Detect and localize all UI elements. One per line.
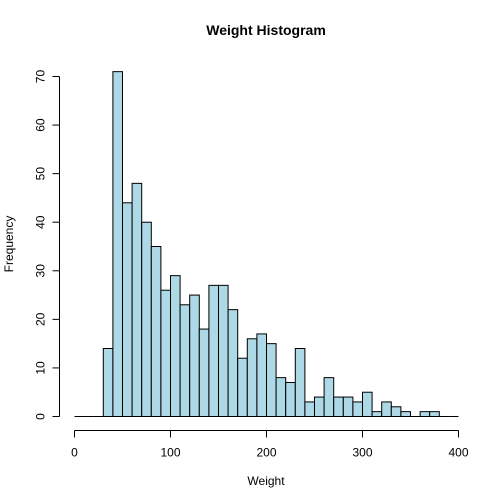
histogram-bar xyxy=(294,348,306,417)
histogram-bar xyxy=(208,284,219,417)
x-tick-label: 0 xyxy=(71,446,78,460)
y-tick-label: 30 xyxy=(34,264,48,278)
x-tick-label: 300 xyxy=(352,446,372,460)
x-tick-label: 200 xyxy=(256,446,276,460)
bars-group xyxy=(74,71,459,418)
histogram-bar xyxy=(227,309,239,417)
histogram-bar xyxy=(314,396,325,418)
histogram-bar xyxy=(102,348,114,417)
histogram-bar xyxy=(141,221,152,417)
histogram-bar xyxy=(237,357,248,418)
x-axis-label: Weight xyxy=(247,474,285,488)
histogram-bar xyxy=(371,411,383,417)
histogram-bar xyxy=(122,202,133,417)
x-axis: 0 100 200 300 400 xyxy=(71,430,469,460)
y-tick-label: 60 xyxy=(34,118,48,132)
histogram-bar xyxy=(189,294,200,418)
y-axis-label: Frequency xyxy=(2,216,16,273)
histogram-bar xyxy=(381,401,392,417)
y-tick-label: 70 xyxy=(34,70,48,84)
chart-title: Weight Histogram xyxy=(206,22,326,38)
y-tick-label: 50 xyxy=(34,167,48,181)
histogram-bar xyxy=(342,396,354,418)
histogram-bar xyxy=(429,411,440,417)
histogram-bar xyxy=(390,406,402,417)
histogram-bar xyxy=(333,396,344,418)
y-tick-label: 40 xyxy=(34,215,48,229)
histogram-bar xyxy=(323,377,335,417)
y-tick-label: 20 xyxy=(34,312,48,326)
y-tick-label: 0 xyxy=(34,413,48,420)
histogram-bar xyxy=(285,382,296,417)
histogram-bar xyxy=(400,411,411,417)
x-tick-label: 100 xyxy=(160,446,180,460)
histogram-bar xyxy=(112,71,124,418)
histogram-bar xyxy=(419,411,431,417)
histogram-bar xyxy=(131,182,143,417)
histogram-bar xyxy=(256,333,267,417)
histogram-bar xyxy=(275,377,287,417)
histogram-bar xyxy=(304,401,315,417)
histogram-bar xyxy=(266,343,277,417)
y-axis: 0 10 20 30 40 50 60 70 xyxy=(34,70,60,420)
x-tick-label: 400 xyxy=(448,446,468,460)
histogram-bar xyxy=(218,284,229,417)
histogram-bar xyxy=(246,338,258,417)
histogram-bar xyxy=(179,304,191,417)
histogram-bar xyxy=(198,328,210,418)
histogram-bar xyxy=(362,391,373,418)
histogram-bar xyxy=(170,275,181,417)
histogram-bar xyxy=(150,246,162,417)
histogram-bar xyxy=(160,289,171,418)
y-tick-label: 10 xyxy=(34,361,48,375)
histogram-bar xyxy=(352,401,363,417)
